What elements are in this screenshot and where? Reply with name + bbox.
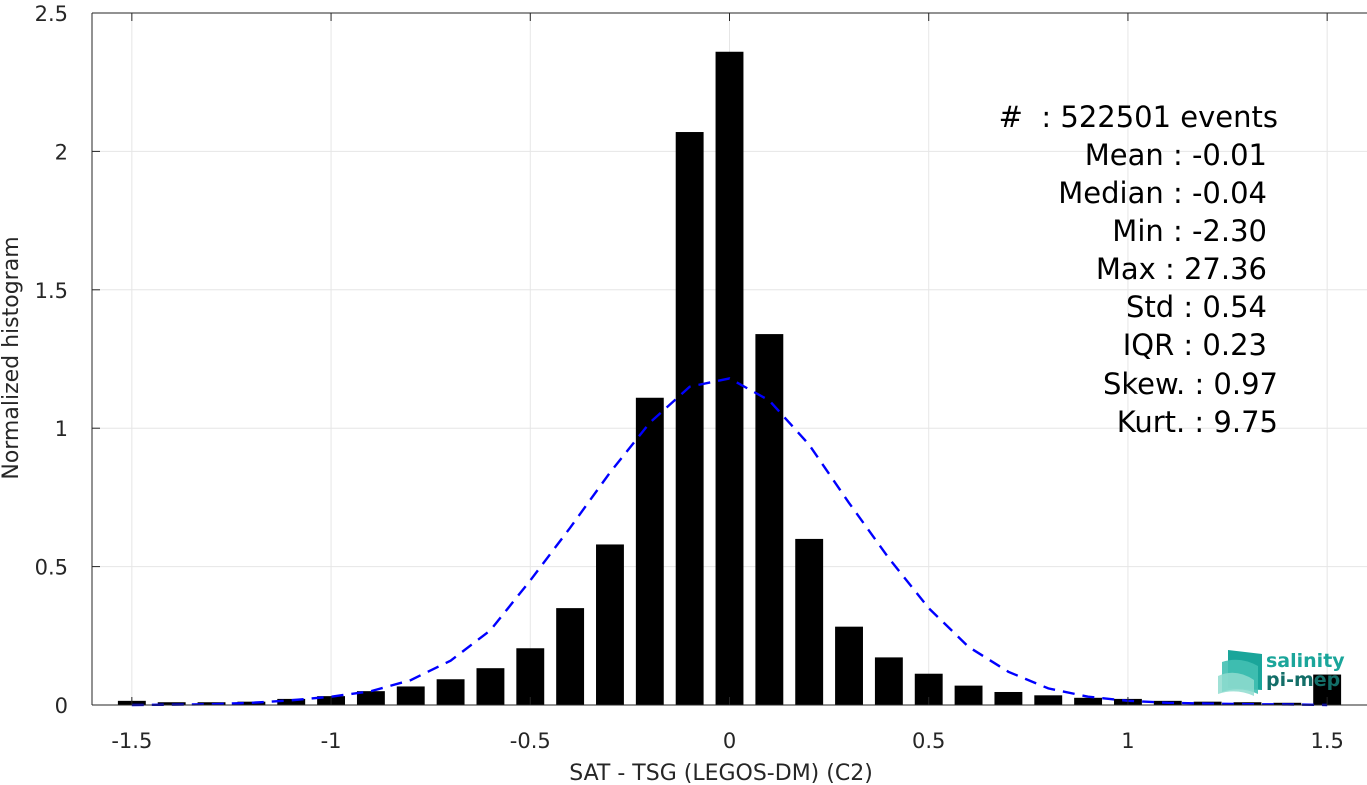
y-tick-label: 0.5 (35, 556, 68, 580)
x-tick-label: -0.5 (510, 729, 551, 753)
y-tick-label: 2.5 (35, 2, 68, 26)
x-tick-label: 0 (723, 729, 736, 753)
y-tick-label: 0 (55, 694, 68, 718)
y-axis-title: Normalized histogram (0, 236, 24, 479)
y-tick-label: 2 (55, 140, 68, 164)
histogram-bar (396, 686, 425, 705)
logo-text-pimep: pi-mep (1266, 669, 1340, 691)
x-tick-label: 1 (1121, 729, 1134, 753)
histogram-bar (436, 679, 465, 705)
y-tick-label: 1.5 (35, 279, 68, 303)
logo-text-salinity: salinity (1266, 650, 1345, 672)
histogram-bar (1034, 695, 1063, 705)
plot-axes (91, 12, 1367, 706)
tick-labels: -1.5 -1 -0.5 0 0.5 1 1.5 0 0.5 1 1.5 2 2.5 (35, 2, 1344, 753)
x-tick-label: -1.5 (111, 729, 152, 753)
histogram-bar (157, 702, 186, 705)
histogram-bar (835, 626, 863, 705)
histogram-bar (596, 544, 624, 705)
histogram-bar (556, 608, 585, 705)
histogram-bar (755, 334, 784, 705)
stat-kurt: Kurt. : 9.75 (1117, 405, 1278, 439)
stat-median: Median : -0.04 (1058, 176, 1267, 210)
stat-skew: Skew. : 0.97 (1103, 367, 1278, 401)
histogram-bar (1074, 697, 1103, 705)
histogram-bar (635, 397, 664, 705)
histogram-bar (874, 657, 903, 705)
stat-max: Max : 27.36 (1096, 252, 1267, 286)
salinity-pimep-logo: salinity pi-mep (1218, 650, 1345, 696)
y-tick-label: 1 (55, 417, 68, 441)
stat-min: Min : -2.30 (1112, 214, 1267, 248)
histogram-bar (516, 648, 545, 705)
histogram-bar (356, 691, 385, 705)
x-tick-label: 0.5 (912, 729, 945, 753)
stat-iqr: IQR : 0.23 (1123, 328, 1267, 362)
stat-std: Std : 0.54 (1126, 290, 1267, 324)
histogram-bar (675, 132, 704, 706)
histogram-bar (277, 698, 306, 705)
histogram-bar (476, 668, 505, 705)
x-tick-label: -1 (321, 729, 342, 753)
histogram-bar (237, 701, 266, 705)
wave-logo-icon (1218, 650, 1262, 696)
histogram-bar (795, 538, 824, 705)
histogram-bar (954, 685, 983, 705)
histogram-bar (994, 691, 1023, 705)
x-axis-title: SAT - TSG (LEGOS-DM) (C2) (569, 761, 873, 785)
histogram-bars (117, 51, 1342, 706)
statistics-box: # : 522501 events Mean : -0.01 Median : … (999, 100, 1278, 439)
histogram-bar (197, 702, 226, 705)
stat-count: # : 522501 events (999, 100, 1278, 134)
stat-mean: Mean : -0.01 (1085, 138, 1267, 172)
x-tick-label: 1.5 (1310, 729, 1343, 753)
